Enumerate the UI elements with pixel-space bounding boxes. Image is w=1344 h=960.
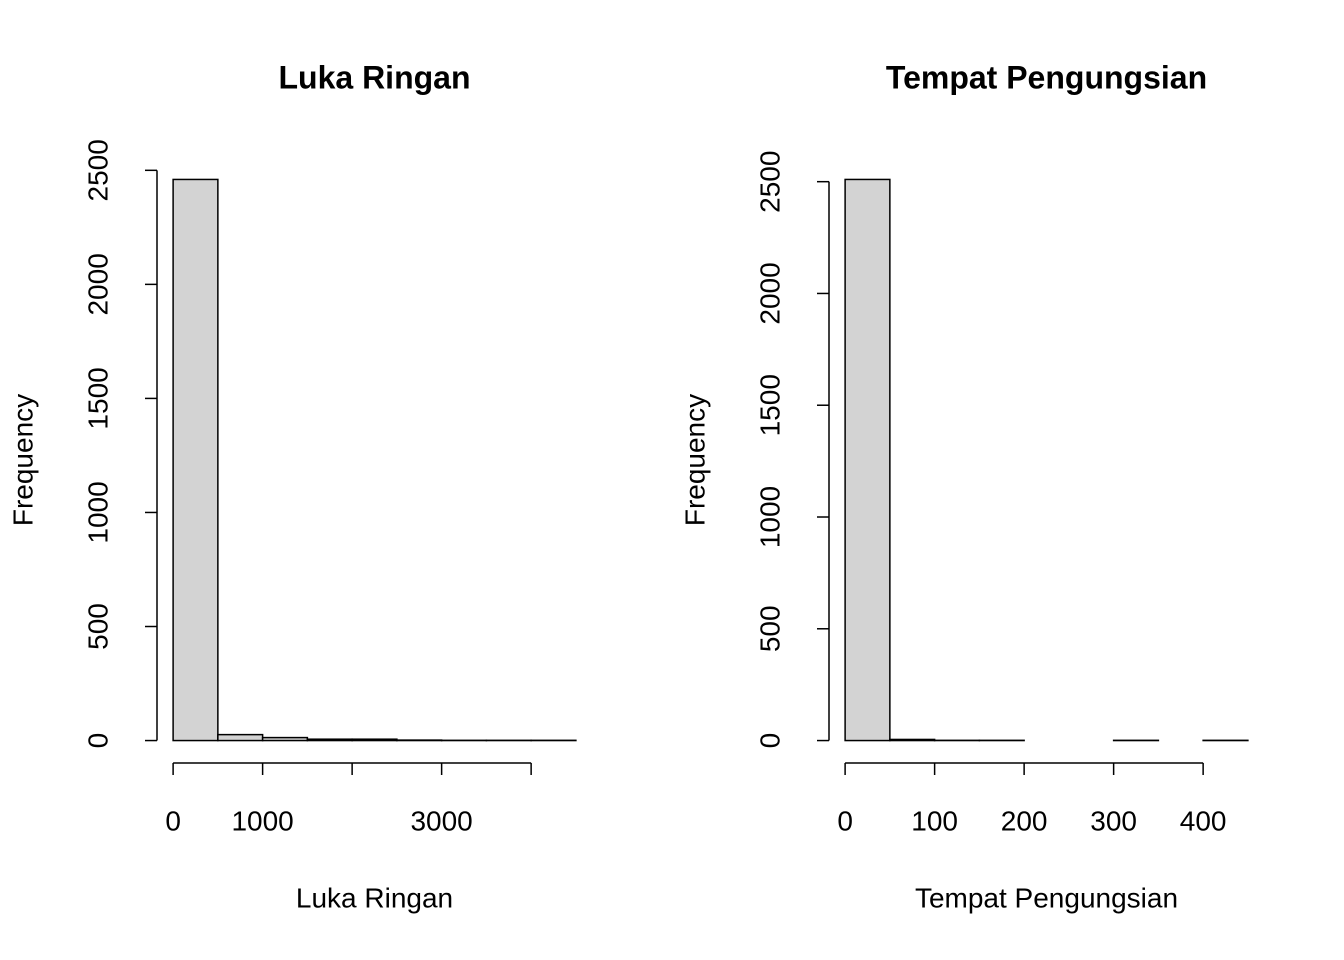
y-tick-label: 1000 (82, 481, 113, 543)
x-axis-label: Tempat Pengungsian (915, 882, 1178, 913)
x-tick-label: 0 (837, 805, 853, 836)
chart-title: Tempat Pengungsian (886, 59, 1207, 95)
y-tick-label: 1000 (754, 486, 785, 548)
y-tick-label: 2000 (754, 262, 785, 324)
y-tick-label: 500 (754, 605, 785, 652)
x-tick-label: 400 (1180, 805, 1227, 836)
y-tick-label: 1500 (754, 374, 785, 436)
bar (889, 738, 936, 742)
y-tick-label: 2500 (754, 151, 785, 213)
y-tick-label: 2500 (82, 139, 113, 201)
y-tick-label: 0 (82, 733, 113, 749)
x-tick-label: 100 (911, 805, 958, 836)
x-tick-label: 1000 (231, 805, 293, 836)
bar (844, 178, 891, 742)
x-tick-label: 300 (1090, 805, 1137, 836)
y-axis-label: Frequency (7, 394, 38, 526)
y-tick-label: 2000 (82, 253, 113, 315)
x-tick-label: 200 (1001, 805, 1048, 836)
bar (172, 178, 219, 742)
chart-title: Luka Ringan (278, 59, 470, 95)
y-axis-label: Frequency (679, 394, 710, 526)
x-tick-label: 3000 (410, 805, 472, 836)
y-tick-label: 0 (754, 733, 785, 749)
y-tick-label: 500 (82, 603, 113, 650)
x-tick-label: 0 (165, 805, 181, 836)
bar (261, 736, 309, 742)
x-axis-label: Luka Ringan (296, 882, 453, 913)
y-tick-label: 1500 (82, 367, 113, 429)
bar (217, 733, 264, 742)
bar (306, 738, 353, 742)
bar (351, 738, 398, 742)
